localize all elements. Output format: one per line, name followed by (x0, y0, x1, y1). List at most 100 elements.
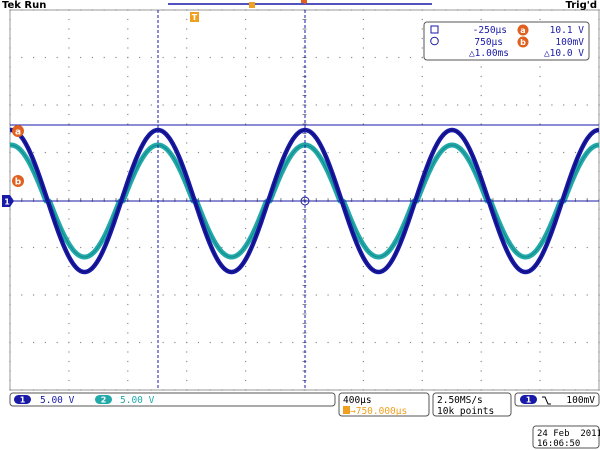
grid-dot (245, 75, 247, 78)
grid-dot (374, 341, 376, 344)
grid-dot (127, 389, 129, 391)
grid-dot (127, 351, 129, 353)
grid-dot (362, 75, 364, 78)
grid-dot (44, 9, 46, 11)
grid-dot (539, 94, 541, 97)
grid-dot (268, 9, 270, 11)
ch1-scale[interactable]: 5.00 V (40, 395, 75, 406)
grid-dot (138, 9, 141, 11)
grid-dot (457, 151, 459, 154)
grid-dot (492, 341, 494, 344)
ch1-ground-marker-icon[interactable] (2, 195, 14, 207)
grid-dot (115, 294, 117, 296)
acquisition-panel[interactable] (432, 392, 512, 417)
grid-dot (245, 389, 247, 391)
grid-dot (598, 151, 600, 154)
grid-dot (598, 75, 600, 78)
grid-dot (174, 9, 176, 11)
grid-dot (433, 9, 435, 11)
grid-dot (127, 265, 129, 268)
grid-dot (127, 161, 129, 163)
grid-dot (9, 351, 11, 353)
grid-dot (56, 151, 58, 154)
grid-dot (598, 218, 600, 220)
grid-dot (539, 113, 541, 116)
ch2-badge-icon[interactable] (95, 395, 112, 404)
grid-dot (598, 28, 600, 30)
trigger-position-marker[interactable] (190, 12, 199, 22)
grid-dot (245, 18, 247, 21)
grid-dot (362, 113, 364, 116)
grid-dot (539, 389, 541, 391)
grid-dot (174, 294, 176, 296)
grid-dot (362, 85, 364, 87)
grid-dot (563, 151, 565, 154)
grid-dot (362, 208, 364, 211)
grid-dot (563, 294, 565, 296)
grid-dot (127, 123, 129, 125)
grid-dot (280, 389, 282, 391)
trigger-panel[interactable] (514, 392, 600, 407)
grid-dot (256, 151, 258, 154)
timebase-panel[interactable] (338, 392, 430, 417)
grid-dot (127, 332, 129, 334)
ch2-scale[interactable]: 5.00 V (120, 395, 155, 406)
grid-dot (480, 161, 482, 163)
grid-dot (9, 303, 11, 306)
ch1-badge-icon[interactable] (14, 395, 31, 404)
grid-dot (186, 85, 188, 87)
grid-dot (421, 341, 423, 344)
grid-dot (268, 151, 270, 154)
grid-dot (551, 151, 553, 154)
grid-dot (186, 208, 188, 211)
grid-dot (598, 170, 600, 173)
grid-dot (221, 104, 223, 106)
grid-dot (362, 275, 364, 277)
grid-dot (9, 265, 11, 268)
grid-dot (480, 208, 482, 211)
grid-dot (598, 256, 600, 258)
grid-dot (563, 9, 565, 11)
grid-dot (186, 227, 188, 230)
grid-dot (504, 9, 506, 11)
grid-dot (598, 66, 600, 68)
grid-dot (292, 56, 294, 59)
grid-dot (598, 360, 600, 363)
grid-dot (221, 56, 223, 59)
grid-dot (480, 151, 482, 154)
grid-dot (480, 66, 482, 68)
grid-dot (421, 75, 423, 78)
grid-dot (197, 9, 200, 11)
grid-dot (127, 360, 129, 363)
grid-dot (515, 294, 518, 296)
grid-dot (327, 341, 329, 344)
grid-dot (421, 28, 423, 30)
grid-dot (480, 389, 482, 391)
grid-dot (504, 151, 506, 154)
grid-dot (409, 104, 412, 106)
grid-dot (539, 294, 541, 296)
grid-dot (457, 9, 459, 11)
grid-dot (539, 18, 541, 21)
grid-dot (386, 341, 388, 344)
record-position-marker[interactable] (249, 2, 255, 8)
channel-scale-bar[interactable] (9, 392, 336, 407)
grid-dot (9, 389, 11, 391)
grid-dot (245, 180, 247, 182)
grid-dot (186, 94, 188, 97)
grid-dot (468, 294, 471, 296)
grid-dot (186, 113, 188, 116)
grid-dot (127, 37, 129, 40)
grid-dot (68, 208, 70, 211)
grid-dot (598, 113, 600, 116)
grid-dot (186, 332, 188, 334)
grid-dot (551, 246, 553, 249)
grid-dot (362, 332, 364, 334)
cursor-b-marker-icon[interactable] (12, 175, 24, 187)
datetime-panel (532, 425, 600, 449)
grid-dot (409, 294, 412, 296)
grid-dot (233, 389, 235, 391)
grid-dot (197, 294, 200, 296)
grid-dot (292, 294, 294, 296)
cursor-a-marker-icon[interactable] (12, 125, 24, 137)
